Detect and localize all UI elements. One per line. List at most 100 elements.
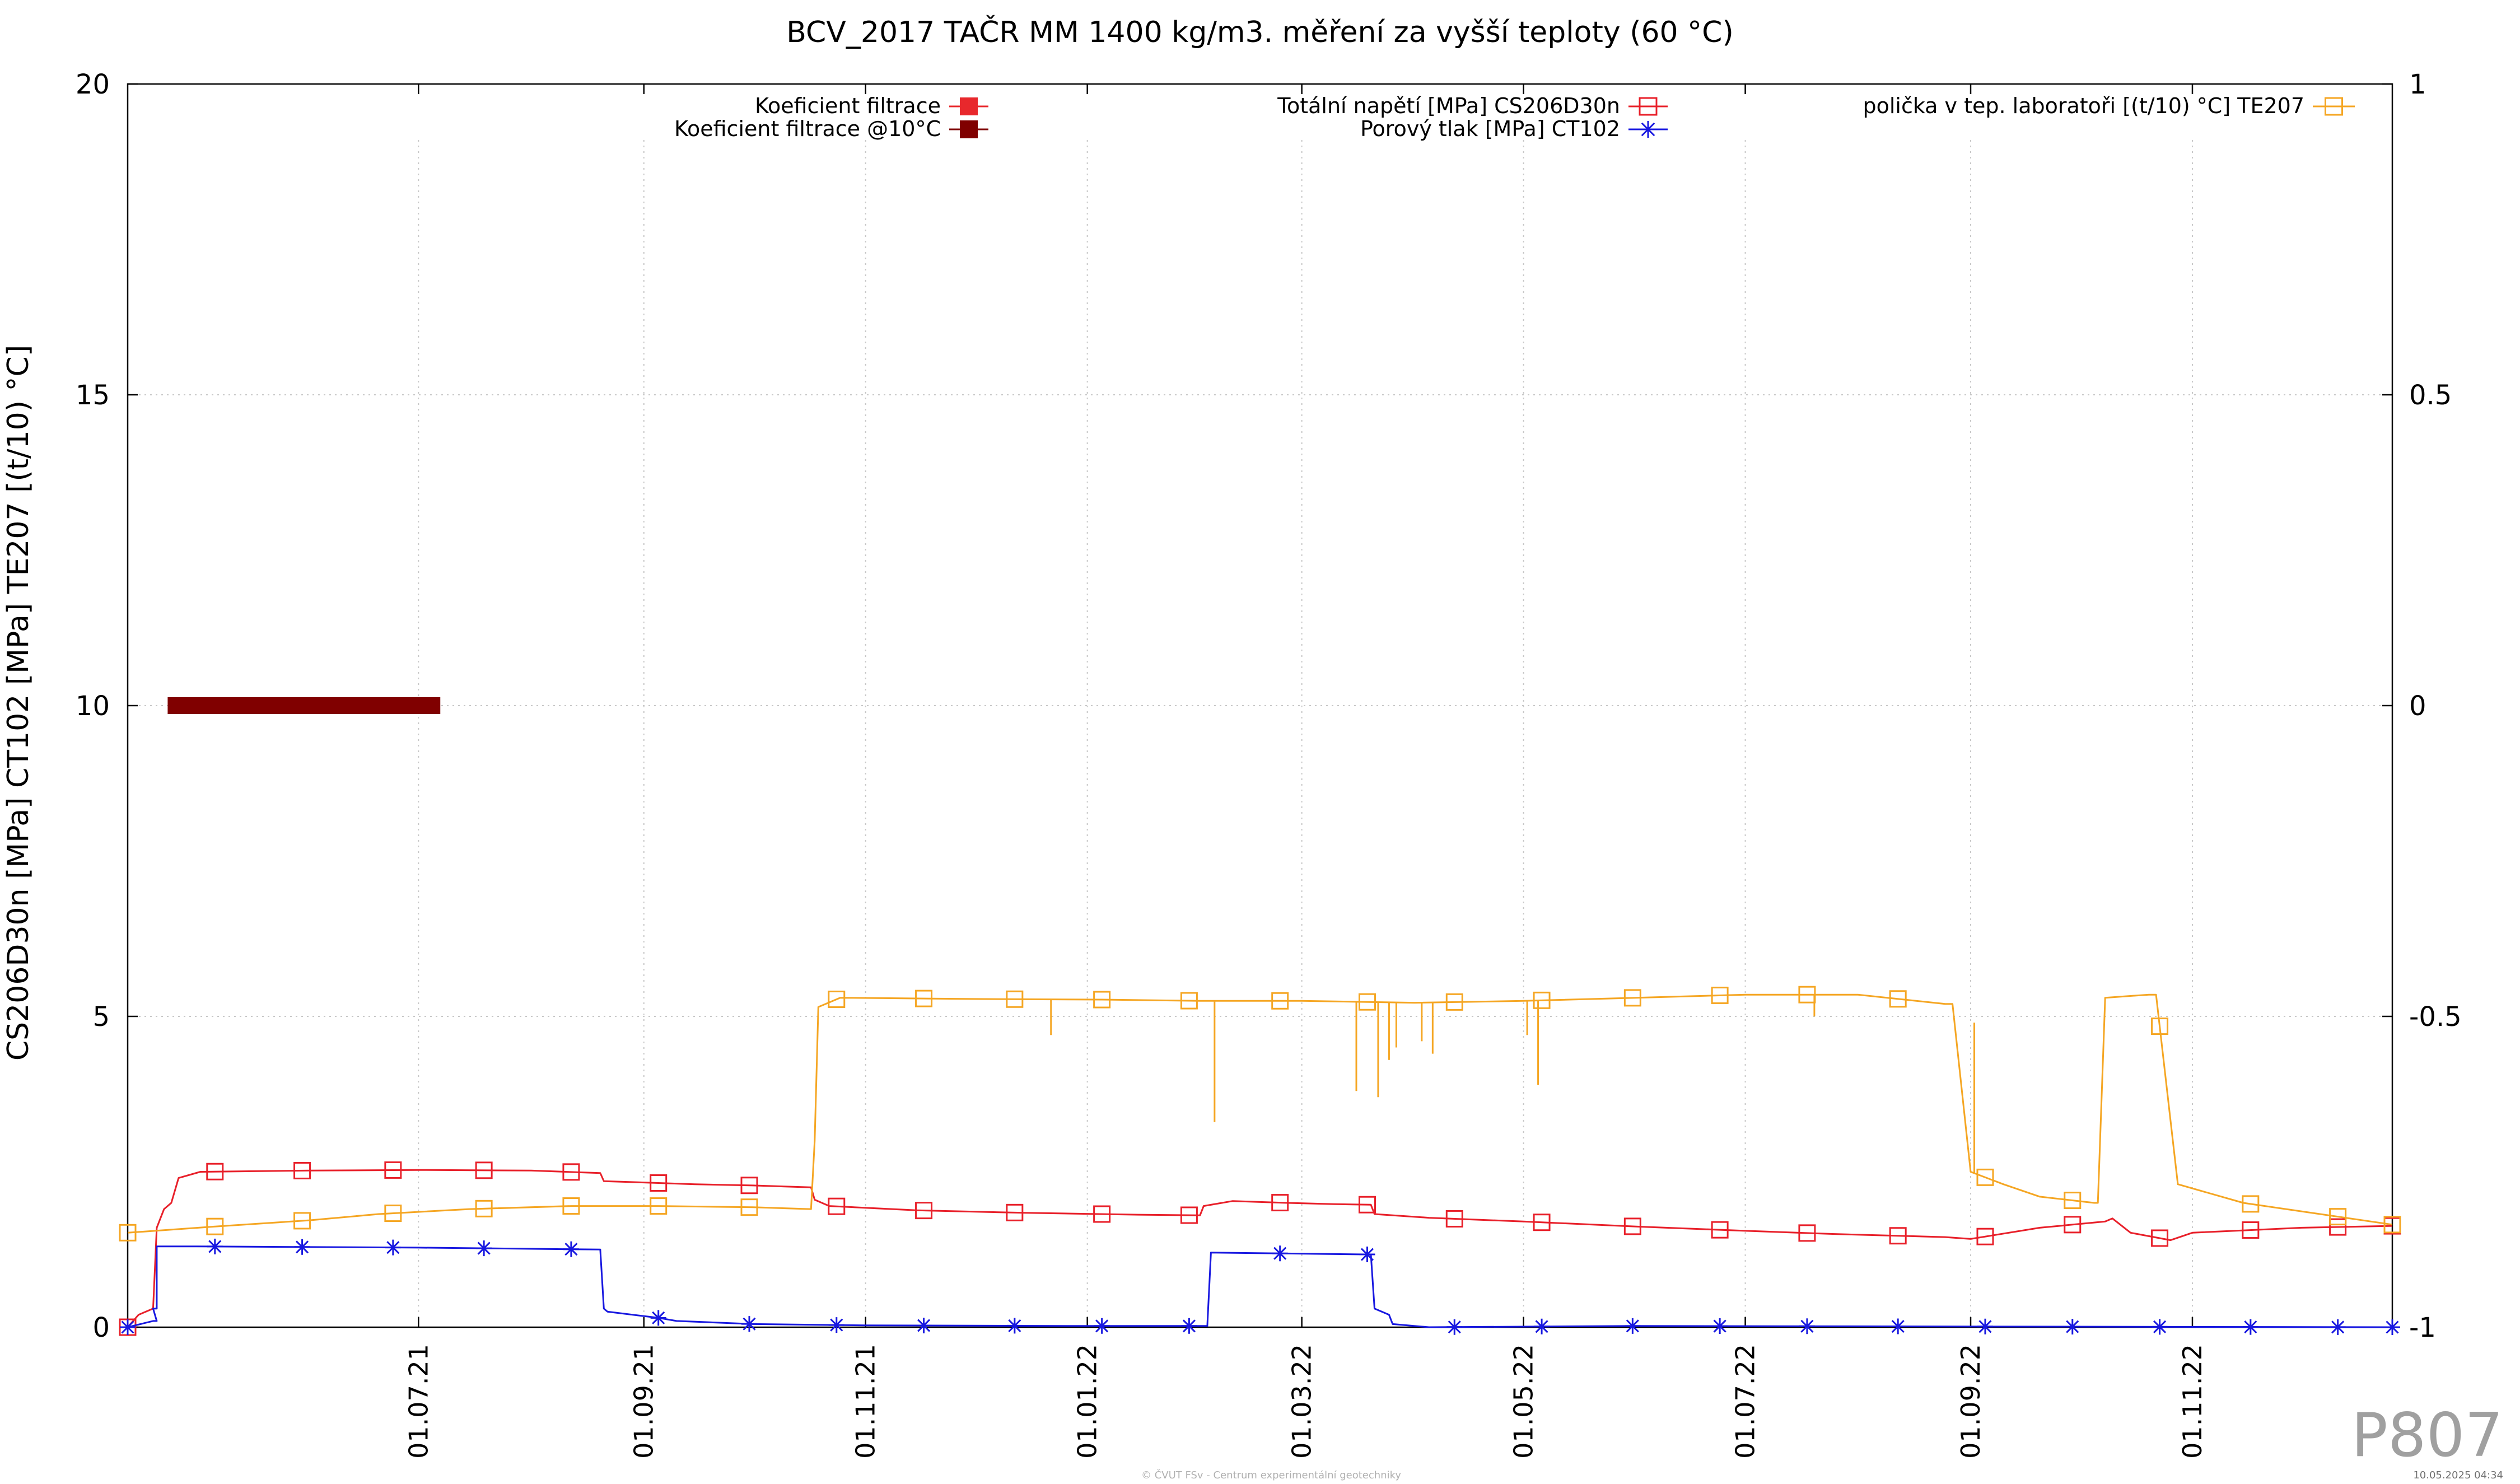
series-marker (1977, 1318, 1993, 1334)
series-marker (1358, 993, 1376, 1011)
series-marker (828, 1317, 844, 1333)
series-marker (1181, 1318, 1197, 1334)
series-marker (1623, 989, 1641, 1007)
y2-tick-label: 0.5 (2409, 380, 2452, 411)
series-marker (1180, 1206, 1198, 1224)
y2-tick-label: -1 (2409, 1312, 2436, 1343)
x-tick-label: 01.11.22 (2177, 1344, 2208, 1459)
legend-marker (960, 120, 978, 138)
series-marker (1271, 992, 1289, 1010)
grid (128, 140, 2392, 1327)
x-tick-label: 01.11.21 (851, 1344, 881, 1459)
series-marker (385, 1239, 401, 1256)
series-marker (1623, 1217, 1641, 1235)
series-marker (1093, 1205, 1111, 1223)
series-marker (1889, 1227, 1907, 1245)
y-tick-label: 0 (92, 1312, 110, 1343)
series-marker (1976, 1228, 1994, 1245)
series-marker (2151, 1018, 2169, 1035)
series-marker (915, 990, 933, 1007)
series-marker (206, 1217, 224, 1235)
series-marker (1889, 990, 1907, 1008)
series-marker (207, 1238, 223, 1254)
legend-label: polička v tep. laboratoři [(t/10) °C] TE… (1863, 94, 2304, 118)
y-tick-label: 10 (76, 690, 110, 722)
series-marker (1006, 1318, 1023, 1334)
x-tick-label: 01.01.22 (1072, 1344, 1103, 1459)
series-2 (120, 1238, 2400, 1335)
y2-tick-label: 0 (2409, 690, 2426, 722)
series-marker (2151, 1229, 2169, 1247)
series-marker (740, 1198, 758, 1216)
series-marker (475, 1200, 493, 1217)
series-marker (293, 1212, 311, 1230)
series-marker (741, 1316, 757, 1332)
series-marker (1094, 1318, 1110, 1334)
series-marker (206, 1163, 224, 1180)
series-marker (1272, 1245, 1288, 1262)
footer-credit: © ČVUT FSv - Centrum experimentální geot… (1141, 1469, 1401, 1481)
series-marker (2384, 1319, 2400, 1335)
legend-label: Porový tlak [MPa] CT102 (1360, 116, 1620, 141)
series-marker (1711, 1221, 1729, 1239)
series-marker (1006, 1203, 1024, 1221)
series-marker (1799, 1318, 1815, 1334)
legend-label: Koeficient filtrace (755, 94, 941, 118)
y-tick-label: 15 (76, 380, 110, 411)
series-marker (650, 1310, 666, 1326)
x-tick-label: 01.09.22 (1956, 1344, 1986, 1459)
x-tick-label: 01.03.22 (1287, 1344, 1317, 1459)
series-marker (916, 1317, 932, 1333)
series-marker (2329, 1208, 2347, 1226)
legend-marker (1639, 97, 1658, 116)
series-marker (828, 990, 846, 1008)
y-tick-label: 20 (76, 69, 110, 100)
chart-title: BCV_2017 TAČR MM 1400 kg/m3. měření za v… (786, 15, 1734, 49)
series-marker (1093, 991, 1111, 1009)
series-marker (2242, 1221, 2260, 1239)
series-marker (828, 1197, 846, 1215)
series-marker (2383, 1216, 2401, 1234)
legend-marker (960, 97, 978, 115)
y2-tick-label: 1 (2409, 69, 2426, 100)
series-1 (119, 1161, 2401, 1336)
series-marker (1798, 1224, 1816, 1242)
x-tick-label: 01.05.22 (1509, 1344, 1539, 1459)
x-tick-label: 01.09.21 (629, 1344, 659, 1459)
series-layer (119, 697, 2401, 1336)
series-marker (1711, 986, 1729, 1004)
series-marker (2242, 1195, 2260, 1213)
series-marker (2064, 1192, 2082, 1210)
series-marker (2330, 1319, 2346, 1335)
series-marker (2152, 1319, 2168, 1335)
series-marker (2064, 1319, 2080, 1335)
x-tick-label: 01.07.21 (403, 1344, 433, 1459)
series-marker (1358, 1196, 1376, 1214)
series-marker (915, 1202, 933, 1220)
legend-marker (1640, 121, 1656, 138)
series-marker (1180, 992, 1198, 1010)
series-marker (2242, 1319, 2258, 1335)
series-marker (2064, 1216, 2082, 1234)
series-marker (120, 1319, 136, 1335)
footer-timestamp: 10.05.2025 04:34 (2413, 1469, 2503, 1481)
series-marker (650, 1197, 668, 1215)
x-tick-label: 01.07.22 (1730, 1344, 1761, 1459)
series-marker (294, 1239, 310, 1255)
series-marker (562, 1163, 580, 1181)
series-marker (1712, 1318, 1728, 1334)
y-tick-label: 5 (92, 1001, 110, 1033)
series-marker (1625, 1318, 1641, 1334)
series-marker (384, 1205, 402, 1222)
series-marker (1534, 1318, 1550, 1334)
series-marker (476, 1240, 492, 1257)
series-marker (1976, 1168, 1994, 1186)
series-marker (1533, 1214, 1551, 1231)
series-marker (119, 1224, 137, 1242)
y2-tick-label: -0.5 (2409, 1001, 2462, 1033)
series-marker (384, 1161, 402, 1179)
series-line (127, 1169, 2393, 1328)
series-marker (740, 1177, 758, 1194)
